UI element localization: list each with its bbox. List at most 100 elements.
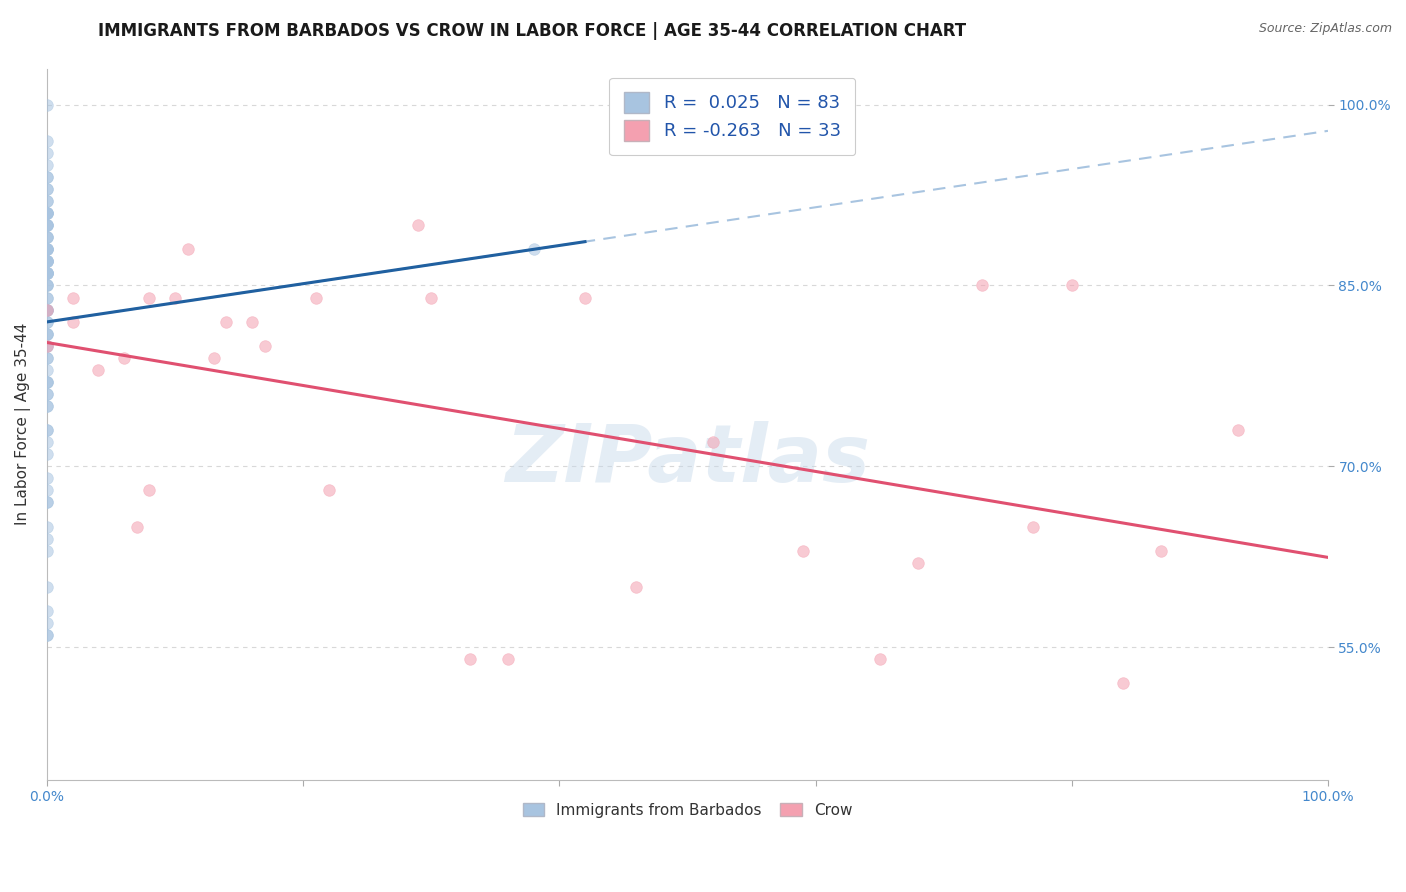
Point xyxy=(35,267,58,281)
Point xyxy=(1112,676,1135,690)
Point xyxy=(35,399,58,413)
Point xyxy=(138,291,160,305)
Point xyxy=(35,604,58,618)
Point xyxy=(125,519,148,533)
Point xyxy=(35,267,58,281)
Point xyxy=(35,169,58,184)
Point xyxy=(523,242,546,256)
Point xyxy=(972,278,994,293)
Point xyxy=(496,652,519,666)
Point xyxy=(574,291,596,305)
Point xyxy=(138,483,160,498)
Point xyxy=(408,218,430,232)
Point xyxy=(35,182,58,196)
Point xyxy=(35,399,58,413)
Point xyxy=(35,267,58,281)
Point xyxy=(35,242,58,256)
Point xyxy=(35,326,58,341)
Point xyxy=(35,302,58,317)
Point xyxy=(318,483,340,498)
Point xyxy=(1060,278,1083,293)
Point xyxy=(112,351,135,365)
Point xyxy=(35,351,58,365)
Point xyxy=(35,206,58,220)
Point xyxy=(35,302,58,317)
Point xyxy=(35,375,58,389)
Text: Source: ZipAtlas.com: Source: ZipAtlas.com xyxy=(1258,22,1392,36)
Point xyxy=(35,628,58,642)
Point xyxy=(62,291,84,305)
Point xyxy=(215,315,238,329)
Point xyxy=(35,242,58,256)
Point xyxy=(35,387,58,401)
Point xyxy=(35,267,58,281)
Point xyxy=(62,315,84,329)
Point xyxy=(35,435,58,450)
Y-axis label: In Labor Force | Age 35-44: In Labor Force | Age 35-44 xyxy=(15,323,31,525)
Point xyxy=(35,242,58,256)
Point xyxy=(35,97,58,112)
Point xyxy=(35,495,58,509)
Text: IMMIGRANTS FROM BARBADOS VS CROW IN LABOR FORCE | AGE 35-44 CORRELATION CHART: IMMIGRANTS FROM BARBADOS VS CROW IN LABO… xyxy=(98,22,966,40)
Point xyxy=(35,291,58,305)
Point xyxy=(35,206,58,220)
Point xyxy=(35,218,58,232)
Point xyxy=(35,387,58,401)
Point xyxy=(35,218,58,232)
Point xyxy=(35,278,58,293)
Point xyxy=(35,206,58,220)
Point xyxy=(35,302,58,317)
Point xyxy=(35,242,58,256)
Point xyxy=(35,254,58,268)
Point xyxy=(1227,423,1250,437)
Point xyxy=(202,351,225,365)
Point xyxy=(1150,543,1173,558)
Point xyxy=(458,652,481,666)
Point xyxy=(35,267,58,281)
Point xyxy=(907,556,929,570)
Point xyxy=(35,218,58,232)
Point xyxy=(35,254,58,268)
Point xyxy=(35,218,58,232)
Point xyxy=(35,278,58,293)
Point xyxy=(35,230,58,244)
Point xyxy=(240,315,263,329)
Point xyxy=(35,532,58,546)
Point xyxy=(35,254,58,268)
Point xyxy=(35,254,58,268)
Point xyxy=(177,242,200,256)
Point xyxy=(420,291,443,305)
Point xyxy=(35,182,58,196)
Point xyxy=(87,363,110,377)
Point xyxy=(35,519,58,533)
Point xyxy=(35,580,58,594)
Point xyxy=(1022,519,1045,533)
Point xyxy=(35,278,58,293)
Point xyxy=(35,230,58,244)
Point xyxy=(35,615,58,630)
Point xyxy=(35,242,58,256)
Point xyxy=(35,194,58,208)
Point xyxy=(35,339,58,353)
Point xyxy=(869,652,891,666)
Point xyxy=(35,628,58,642)
Point xyxy=(35,302,58,317)
Point xyxy=(35,375,58,389)
Point xyxy=(35,471,58,485)
Point xyxy=(35,145,58,160)
Point xyxy=(626,580,648,594)
Point xyxy=(35,363,58,377)
Point xyxy=(35,351,58,365)
Point xyxy=(35,254,58,268)
Point xyxy=(35,254,58,268)
Point xyxy=(35,375,58,389)
Point xyxy=(35,423,58,437)
Point xyxy=(35,495,58,509)
Point xyxy=(165,291,187,305)
Point xyxy=(35,206,58,220)
Point xyxy=(35,267,58,281)
Point xyxy=(35,267,58,281)
Point xyxy=(35,158,58,172)
Point xyxy=(305,291,328,305)
Point xyxy=(35,423,58,437)
